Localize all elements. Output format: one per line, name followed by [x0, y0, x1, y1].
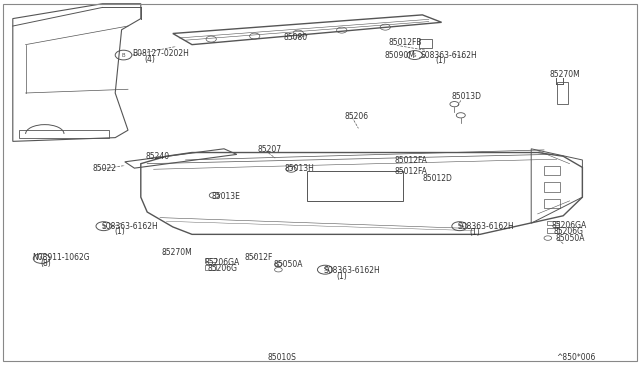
Text: S: S	[413, 52, 417, 58]
Text: S: S	[102, 224, 106, 229]
Text: S08363-6162H: S08363-6162H	[323, 266, 380, 275]
Text: 85207: 85207	[258, 145, 282, 154]
Text: 85206GA: 85206GA	[552, 221, 587, 230]
Text: 85010S: 85010S	[267, 353, 296, 362]
Circle shape	[209, 192, 220, 198]
Text: (1): (1)	[435, 56, 446, 65]
Text: 85270M: 85270M	[161, 248, 192, 257]
Text: N: N	[40, 256, 44, 261]
Text: 85270M: 85270M	[549, 70, 580, 79]
Text: (1): (1)	[469, 228, 480, 237]
Text: S: S	[458, 224, 461, 229]
Circle shape	[450, 102, 459, 107]
Text: 85013H: 85013H	[285, 164, 315, 173]
Text: (1): (1)	[114, 227, 125, 236]
Text: N08911-1062G: N08911-1062G	[32, 253, 90, 262]
Text: S08363-6162H: S08363-6162H	[420, 51, 477, 60]
Text: 85012FA: 85012FA	[395, 156, 428, 165]
Text: S08363-6162H: S08363-6162H	[101, 222, 158, 231]
Text: 85240: 85240	[146, 153, 170, 161]
Circle shape	[456, 113, 465, 118]
Text: 85080: 85080	[284, 33, 308, 42]
Text: 85050A: 85050A	[274, 260, 303, 269]
Text: ^850*006: ^850*006	[556, 353, 596, 362]
Text: 85012D: 85012D	[422, 174, 452, 183]
Text: (4): (4)	[145, 55, 156, 64]
Text: 85012F: 85012F	[244, 253, 273, 262]
Text: 85090M: 85090M	[385, 51, 415, 60]
Text: 85013D: 85013D	[452, 92, 482, 101]
Text: 85206G: 85206G	[208, 264, 238, 273]
Text: S08363-6162H: S08363-6162H	[458, 222, 515, 231]
Text: B: B	[122, 52, 125, 58]
Text: 85012FB: 85012FB	[388, 38, 422, 46]
Text: 85206: 85206	[344, 112, 369, 121]
Circle shape	[286, 166, 296, 172]
Text: S: S	[323, 267, 327, 272]
Text: 85022: 85022	[93, 164, 116, 173]
Text: (8): (8)	[40, 259, 51, 268]
Text: B08127-0202H: B08127-0202H	[132, 49, 189, 58]
Text: 85012FA: 85012FA	[395, 167, 428, 176]
Text: (1): (1)	[336, 272, 347, 281]
Text: 85050A: 85050A	[556, 234, 585, 243]
Text: 85206GA: 85206GA	[205, 258, 240, 267]
Text: 85013E: 85013E	[211, 192, 240, 201]
Text: 85206G: 85206G	[554, 227, 584, 236]
